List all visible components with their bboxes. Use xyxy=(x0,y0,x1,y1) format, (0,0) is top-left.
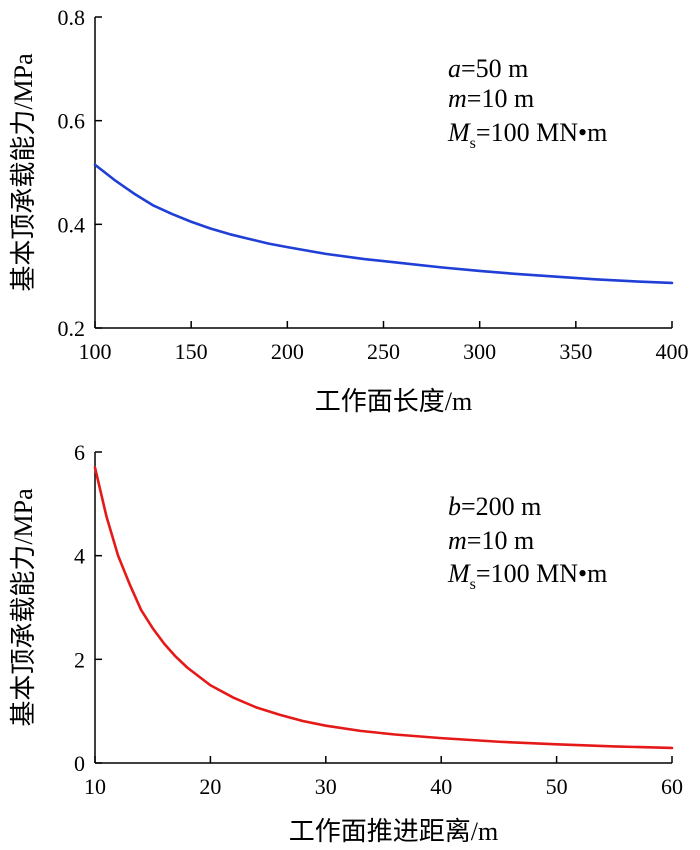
annotation: b=200 m xyxy=(448,492,541,521)
x-tick-label: 100 xyxy=(79,339,112,364)
series-line xyxy=(93,466,674,750)
y-tick-label: 6 xyxy=(74,440,85,465)
y-tick-label: 0.4 xyxy=(58,212,86,237)
annotation: m=10 m xyxy=(448,84,534,113)
y-axis-title: 基本顶承载能力/MPa xyxy=(9,53,38,292)
x-tick-label: 250 xyxy=(367,339,400,364)
x-tick-label: 50 xyxy=(546,774,568,799)
chart-bottom: 10 20 30 40 50 60 0 2 4 6 工作面推进距离/m 基本顶承载能力/MPa b=20… xyxy=(9,440,683,846)
y-tick-label: 0 xyxy=(74,751,85,776)
annotation: Ms=100 MN•m xyxy=(447,118,607,152)
x-tick-label: 300 xyxy=(463,339,496,364)
x-tick-label: 150 xyxy=(175,339,208,364)
x-tick-label: 350 xyxy=(559,339,592,364)
y-tick-label: 4 xyxy=(74,544,85,569)
x-tick-label: 200 xyxy=(271,339,304,364)
y-tick-label: 2 xyxy=(74,647,85,672)
x-tick-label: 30 xyxy=(315,774,337,799)
y-tick-label: 0.6 xyxy=(58,109,86,134)
annotation: a=50 m xyxy=(448,54,528,83)
y-tick-label: 0.8 xyxy=(58,5,86,30)
x-axis-title: 工作面长度/m xyxy=(315,387,472,416)
chart-top: 100 150 200 250 300 350 400 0.2 0.4 0.6 0.8 工作面长度/m… xyxy=(9,5,689,416)
x-tick-label: 20 xyxy=(199,774,221,799)
x-tick-label: 60 xyxy=(661,774,683,799)
x-tick-label: 10 xyxy=(84,774,106,799)
y-axis-title: 基本顶承载能力/MPa xyxy=(9,488,38,727)
series-line xyxy=(93,163,674,285)
x-tick-label: 400 xyxy=(656,339,689,364)
annotation: Ms=100 MN•m xyxy=(447,559,607,593)
x-tick-label: 40 xyxy=(430,774,452,799)
annotation: m=10 m xyxy=(448,526,534,555)
x-axis-title: 工作面推进距离/m xyxy=(289,817,498,846)
y-tick-label: 0.2 xyxy=(58,316,86,341)
